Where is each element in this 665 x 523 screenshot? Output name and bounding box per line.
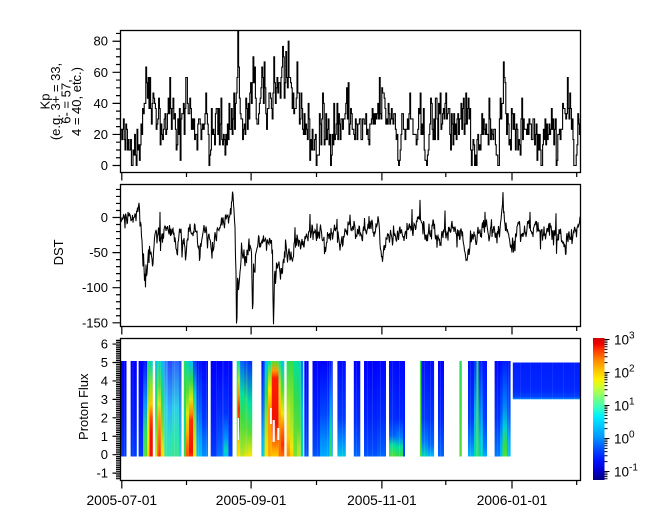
svg-text:4: 4 [101,373,108,388]
svg-text:2005-09-01: 2005-09-01 [216,493,287,508]
svg-text:60: 60 [94,65,108,80]
svg-text:Kp: Kp [38,94,53,110]
svg-text:0: 0 [101,158,108,173]
svg-text:-50: -50 [89,245,108,260]
svg-text:DST: DST [51,239,66,265]
svg-text:2006-01-01: 2006-01-01 [477,493,548,508]
svg-text:0: 0 [101,447,108,462]
svg-text:2005-07-01: 2005-07-01 [87,493,158,508]
svg-text:80: 80 [94,34,108,49]
svg-text:2: 2 [101,410,108,425]
svg-text:1: 1 [101,429,108,444]
svg-text:(e.g. 3+ = 33,: (e.g. 3+ = 33, [48,63,63,140]
svg-text:40: 40 [94,96,108,111]
svg-text:4 = 40, etc.): 4 = 40, etc.) [69,67,84,136]
svg-text:5: 5 [101,355,108,370]
svg-text:-150: -150 [82,315,108,330]
svg-text:-1: -1 [96,466,108,481]
svg-text:0: 0 [101,210,108,225]
svg-text:6- = 57,: 6- = 57, [59,79,74,123]
svg-text:-100: -100 [82,280,108,295]
svg-text:2005-11-01: 2005-11-01 [347,493,417,508]
svg-text:6: 6 [101,337,108,352]
svg-text:3: 3 [101,392,108,407]
svg-text:20: 20 [94,127,108,142]
svg-text:Proton Flux: Proton Flux [76,373,91,440]
